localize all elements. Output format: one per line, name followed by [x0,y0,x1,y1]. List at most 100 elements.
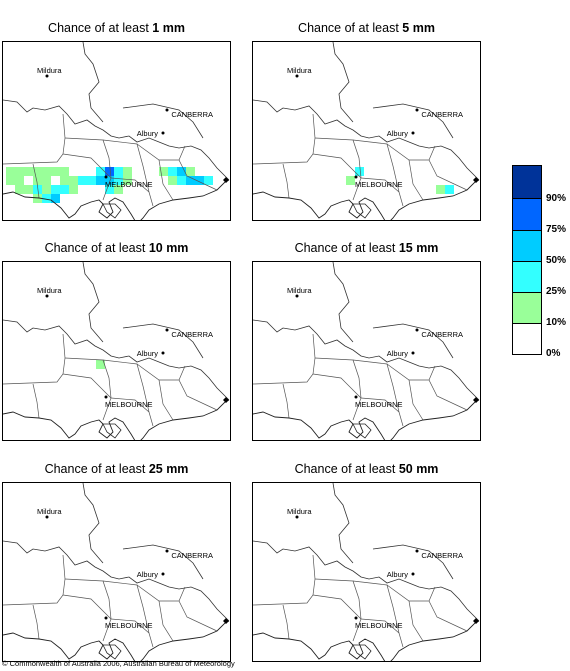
victoria-map: Mildura CANBERRA Albury MELBOURNE [2,482,231,662]
panel-title-prefix: Chance of at least [48,21,153,35]
district-boundary [102,359,154,427]
mildura-dot [45,74,49,78]
rain-probability-cell [60,167,69,176]
border-line [332,483,354,564]
state-border-line [3,540,230,622]
canberra-dot [415,108,419,112]
melbourne-dot [354,175,358,179]
panel-title-amount: 10 mm [148,241,189,255]
district-boundary [386,143,436,161]
panel-title-prefix: Chance of at least [44,462,149,476]
panel-title-prefix: Chance of at least [44,241,149,255]
rain-probability-cell [42,185,51,194]
map-panel: Chance of at least 5 mm Mildura CANBERRA Al… [252,21,481,221]
district-boundary [360,397,400,413]
panel-title-prefix: Chance of at least [298,21,403,35]
melbourne-dot [354,395,358,399]
district-boundary [314,357,362,421]
albury-label: Albury [137,570,159,579]
map-panel: Chance of at least 15 mm Mildura CANBERRA A… [252,241,481,441]
rain-probability-cell [204,176,213,185]
canberra-dot [415,549,419,553]
albury-dot [161,572,165,576]
victoria-map: Mildura CANBERRA Albury MELBOURNE [252,482,481,662]
rain-probability-cell [51,185,60,194]
port-phillip-bay [352,423,372,439]
panel-title-amount: 5 mm [402,21,435,35]
rain-probability-cell [114,176,123,185]
district-boundary [253,113,316,165]
rain-probability-cell [15,176,24,185]
panel-title-prefix: Chance of at least [294,462,399,476]
east-point-marker [473,177,479,183]
district-boundary [312,153,362,179]
east-point-marker [473,397,479,403]
map-svg: Mildura CANBERRA Albury MELBOURNE [3,42,230,220]
border-line [332,262,354,343]
rain-probability-cell [6,167,15,176]
east-point-marker [223,397,229,403]
mildura-dot [45,515,49,519]
district-boundary [178,159,218,191]
district-boundary [3,113,66,165]
border-line [332,42,354,123]
border-line [122,544,204,580]
legend-label-10: 10% [546,317,567,328]
mildura-dot [45,294,49,298]
canberra-label: CANBERRA [421,110,463,119]
victoria-map: Mildura CANBERRA Albury MELBOURNE [2,261,231,441]
albury-label: Albury [387,570,409,579]
albury-label: Albury [387,129,409,138]
district-boundary [32,383,40,419]
map-panel: Chance of at least 25 mm Mildura CANBERRA A… [2,462,231,662]
district-boundary [360,177,400,193]
rain-probability-cell [159,167,168,176]
rain-probability-cell [6,176,15,185]
coastline [253,620,480,661]
district-boundary [110,618,150,634]
legend-label-50: 50% [546,255,567,266]
legend-swatch-10 [513,292,541,323]
state-border-line [3,99,230,181]
district-boundary [386,363,436,381]
rain-probability-cell [42,176,51,185]
district-boundary [312,594,362,620]
map-panel: Chance of at least 1 mm Mildura CANBERRA Al… [2,21,231,221]
victoria-map: Mildura CANBERRA Albury MELBOURNE [252,41,481,221]
canberra-label: CANBERRA [171,110,213,119]
canberra-label: CANBERRA [171,330,213,339]
district-boundary [408,159,424,201]
map-panel: Chance of at least 50 mm Mildura CANBERRA A… [252,462,481,662]
mildura-label: Mildura [287,286,312,295]
canberra-dot [165,328,169,332]
legend-swatch-50 [513,230,541,261]
district-boundary [282,604,290,640]
district-boundary [253,554,316,606]
mildura-dot [295,74,299,78]
state-border-line [253,99,480,181]
panel-title-amount: 50 mm [398,462,439,476]
border-line [122,323,204,359]
panel-title-amount: 25 mm [148,462,189,476]
albury-dot [161,131,165,135]
district-boundary [314,137,362,201]
state-border-line [253,319,480,401]
district-boundary [62,594,112,620]
rain-probability-cell [78,176,87,185]
canberra-dot [165,108,169,112]
rain-probability-cell [60,185,69,194]
legend-swatch-75 [513,198,541,230]
albury-label: Albury [137,349,159,358]
canberra-dot [415,328,419,332]
district-boundary [360,618,400,634]
rain-probability-cell [96,176,105,185]
district-boundary [102,139,154,207]
port-phillip-bay [102,644,122,660]
rain-probability-cell [15,185,24,194]
port-phillip-bay [102,423,122,439]
state-border-line [3,319,230,401]
victoria-map: Mildura CANBERRA Albury MELBOURNE [2,41,231,221]
mildura-label: Mildura [37,66,62,75]
map-svg: Mildura CANBERRA Albury MELBOURNE [3,262,230,440]
panel-title: Chance of at least 50 mm [252,462,481,476]
